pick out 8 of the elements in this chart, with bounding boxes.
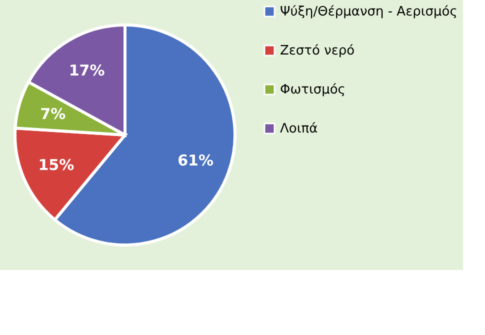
legend-label: Ζεστό νερό [280,44,355,58]
data-label: 61% [178,151,214,170]
legend-label: Ψύξη/Θέρμανση - Αερισμός [280,4,458,20]
legend-label: Φωτισμός [280,82,346,98]
legend-label: Λοιπά [280,122,318,136]
data-label: 17% [68,61,105,80]
data-label: 7% [40,105,66,124]
data-label: 15% [38,156,74,174]
